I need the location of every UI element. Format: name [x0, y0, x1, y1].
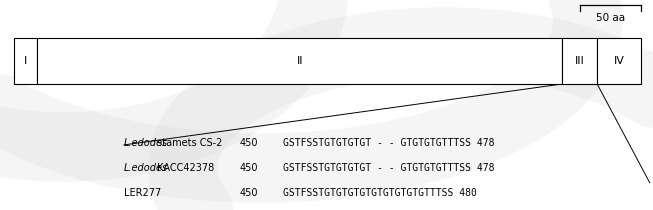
Text: 450: 450 — [240, 138, 258, 148]
Bar — [14, 38, 37, 84]
Text: IV: IV — [614, 56, 624, 66]
Bar — [37, 38, 562, 84]
Text: II: II — [296, 56, 303, 66]
Text: L.edodes: L.edodes — [124, 163, 168, 173]
Bar — [562, 38, 597, 84]
Bar — [597, 38, 641, 84]
Text: 450: 450 — [240, 163, 258, 173]
Text: GSTFSSTGTGTGTGT - - GTGTGTGTTTSS 478: GSTFSSTGTGTGTGT - - GTGTGTGTTTSS 478 — [283, 163, 494, 173]
Text: 450: 450 — [240, 188, 258, 198]
Text: I: I — [24, 56, 27, 66]
Text: GSTFSSTGTGTGTGT - - GTGTGTGTTTSS 478: GSTFSSTGTGTGTGT - - GTGTGTGTTTSS 478 — [283, 138, 494, 148]
Text: L.edodes: L.edodes — [124, 138, 168, 148]
Text: KACC42378: KACC42378 — [154, 163, 215, 173]
Text: 50 aa: 50 aa — [596, 13, 625, 23]
Text: stamets CS-2: stamets CS-2 — [154, 138, 223, 148]
Text: GSTFSSTGTGTGTGTGTGTGTGTGTTTSS 480: GSTFSSTGTGTGTGTGTGTGTGTGTTTSS 480 — [283, 188, 477, 198]
Text: LER277: LER277 — [124, 188, 161, 198]
Text: III: III — [575, 56, 584, 66]
